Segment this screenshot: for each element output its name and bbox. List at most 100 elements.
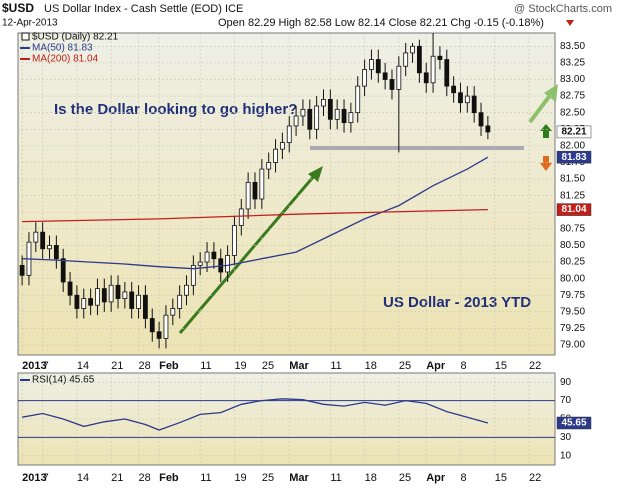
x-tick-label: 21 xyxy=(111,472,123,484)
y-tick-label: 79.50 xyxy=(560,306,585,317)
legend-label: $USD (Daily) 82.21 xyxy=(32,32,119,43)
candle-body xyxy=(156,331,162,339)
x-tick-label: Apr xyxy=(426,360,446,372)
candle-body xyxy=(47,245,52,250)
candle-body xyxy=(348,112,354,124)
candle-body xyxy=(129,291,135,309)
value-tag-label: 81.04 xyxy=(561,204,586,215)
candle-body xyxy=(382,72,388,80)
candle-body xyxy=(437,55,443,60)
x-tick-label: 19 xyxy=(234,472,246,484)
x-tick-label: 14 xyxy=(77,472,89,484)
candle-body xyxy=(163,314,169,339)
source: @ StockCharts.com xyxy=(514,3,612,15)
value-tag-label: 81.83 xyxy=(561,152,586,163)
x-tick-label: 28 xyxy=(139,472,151,484)
candle-body xyxy=(403,52,409,67)
y-tick-label: 81.50 xyxy=(560,174,585,185)
value-tag xyxy=(556,150,592,164)
y-tick-label: 80.00 xyxy=(560,273,585,284)
x-tick-label: 11 xyxy=(200,472,211,484)
x-tick-label: 21 xyxy=(111,360,123,372)
candle-body xyxy=(266,162,272,170)
candle-body xyxy=(273,148,278,163)
candle-body xyxy=(184,284,189,296)
candle-body xyxy=(95,288,100,306)
candle-body xyxy=(19,264,25,276)
candle-body xyxy=(204,251,210,263)
candle-body xyxy=(190,264,196,286)
candle-body xyxy=(245,181,251,210)
candle-body xyxy=(149,318,155,333)
y-tick-label: 80.75 xyxy=(560,223,585,234)
x-tick-label: 25 xyxy=(399,472,411,484)
y-tick-label: 81.25 xyxy=(560,190,585,201)
quote: Open 82.29 High 82.58 Low 82.14 Close 82… xyxy=(218,17,544,29)
candle-body xyxy=(101,288,107,303)
y-tick-label: 82.00 xyxy=(560,141,585,152)
change-arrow xyxy=(566,20,574,26)
x-tick-label: 18 xyxy=(365,472,377,484)
candle-body xyxy=(471,95,477,114)
value-tag-label: 45.65 xyxy=(561,418,586,429)
down-arrow xyxy=(540,156,552,171)
value-tag-label: 82.21 xyxy=(561,127,586,138)
x-tick-label: 18 xyxy=(365,360,377,372)
x-tick-label: 28 xyxy=(139,360,151,372)
legend-label: RSI(14) 45.65 xyxy=(32,375,95,386)
candle-body xyxy=(238,208,244,226)
candle-body xyxy=(375,59,381,74)
y-tick-label: 10 xyxy=(560,450,572,461)
main-panel xyxy=(17,32,556,356)
y-tick-label: 79.75 xyxy=(560,290,585,301)
x-tick-label: 11 xyxy=(330,472,341,484)
y-tick-label: 80.50 xyxy=(560,240,585,251)
candle-body xyxy=(451,85,457,94)
x-tick-label: Feb xyxy=(159,472,179,484)
candle-body xyxy=(108,284,114,303)
candle-body xyxy=(136,294,141,309)
y-tick-label: 80.25 xyxy=(560,257,585,268)
legend-label: MA(50) 81.83 xyxy=(32,43,93,54)
candle-body xyxy=(232,225,237,256)
candle-body xyxy=(334,108,340,120)
x-tick-label: 15 xyxy=(495,360,507,372)
y-tick-label: 82.75 xyxy=(560,91,585,102)
value-tag xyxy=(556,416,592,430)
candle-body xyxy=(252,181,258,200)
candle-body xyxy=(300,108,306,117)
candle-body xyxy=(396,65,402,90)
candle-body xyxy=(286,125,292,143)
value-tag xyxy=(556,203,592,216)
y-tick-label: 83.25 xyxy=(560,58,585,69)
candle-body xyxy=(122,291,128,299)
candle-body xyxy=(355,85,361,114)
candle-body xyxy=(307,108,313,130)
x-tick-label: Mar xyxy=(289,472,309,484)
x-tick-label: 2013 xyxy=(22,472,46,484)
x-tick-label: 11 xyxy=(200,360,211,372)
x-tick-label: 22 xyxy=(529,472,541,484)
projection-arrow xyxy=(528,84,558,124)
candle-body xyxy=(321,98,326,107)
up-arrow xyxy=(540,124,552,138)
x-tick-label: 11 xyxy=(330,360,341,372)
x-tick-label: 7 xyxy=(43,360,49,372)
x-tick-label: 2013 xyxy=(22,360,46,372)
candle-body xyxy=(143,294,148,319)
candle-body xyxy=(314,105,320,130)
symbol: $USD xyxy=(2,1,34,15)
candle-body xyxy=(485,125,491,133)
x-tick-label: 25 xyxy=(262,360,274,372)
series-line xyxy=(22,208,488,223)
y-tick-label: 70 xyxy=(560,395,572,406)
x-tick-label: Feb xyxy=(159,360,179,372)
candle-body xyxy=(177,294,183,309)
candle-body xyxy=(33,231,39,243)
candle-body xyxy=(115,284,121,299)
x-tick-label: 7 xyxy=(43,472,49,484)
x-tick-label: 15 xyxy=(495,472,507,484)
x-tick-label: 25 xyxy=(399,360,411,372)
chart-title: US Dollar Index - Cash Settle (EOD) ICE xyxy=(44,3,243,15)
